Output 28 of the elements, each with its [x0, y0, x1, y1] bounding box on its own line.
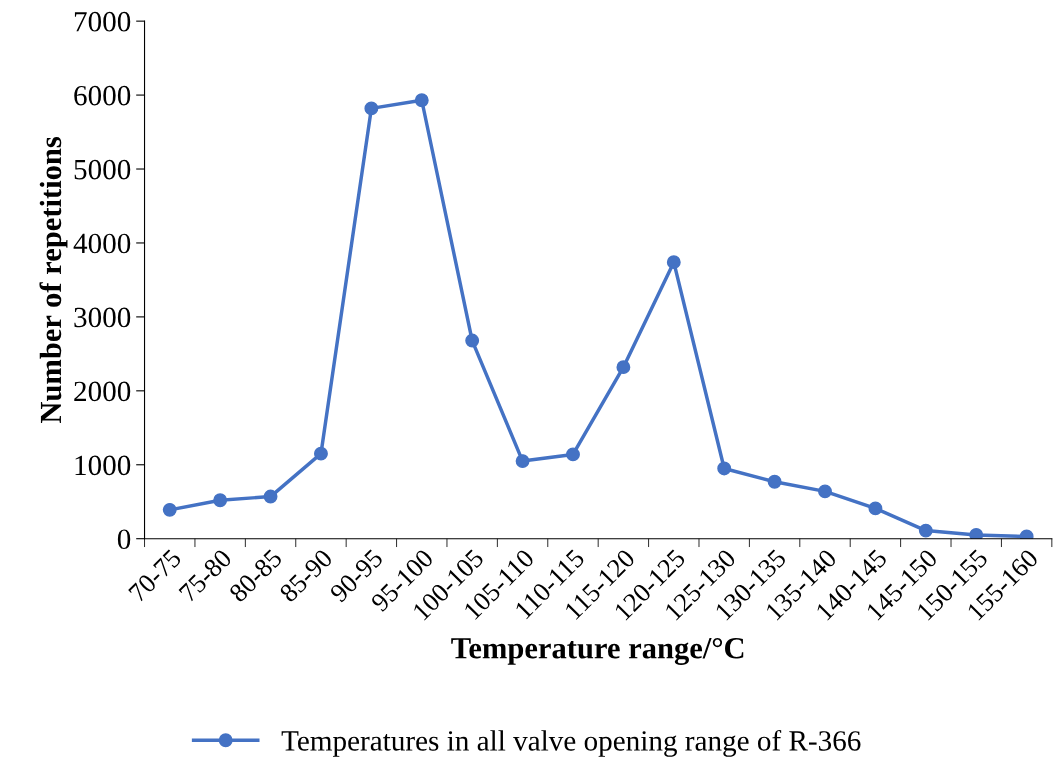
- point: [515, 454, 530, 469]
- y-tick-label: 6000: [74, 85, 131, 106]
- y-tick-label: 1000: [75, 455, 131, 476]
- y-tick-label: 7000: [74, 11, 131, 32]
- point: [364, 101, 379, 116]
- point: [818, 484, 832, 499]
- y-axis-title: Number of repetitions: [39, 136, 68, 424]
- point: [566, 447, 580, 462]
- point: [465, 333, 480, 348]
- x-axis-title: Temperature range/°C: [451, 637, 744, 665]
- point: [162, 502, 177, 517]
- y-tick-label: 5000: [74, 159, 131, 180]
- point: [616, 360, 631, 375]
- point: [868, 501, 883, 516]
- point: [666, 255, 681, 270]
- legend-label: Temperatures in all valve opening range of R-366: [281, 729, 861, 757]
- point: [414, 93, 429, 108]
- point: [263, 489, 278, 504]
- y-tick-label: 3000: [74, 307, 131, 328]
- point: [314, 446, 328, 461]
- point: [767, 474, 782, 489]
- y-tick-label: 2000: [74, 381, 131, 402]
- y-tick-label: 4000: [73, 233, 131, 254]
- y-tick-label: 0: [117, 529, 131, 550]
- point: [969, 528, 984, 539]
- point: [918, 523, 933, 538]
- point: [717, 461, 732, 476]
- point: [213, 493, 228, 508]
